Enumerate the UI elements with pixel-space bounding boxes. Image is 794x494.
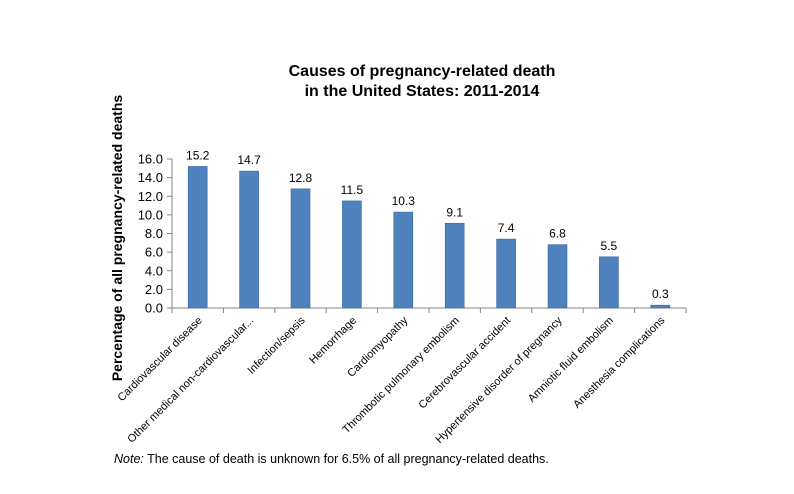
bar [239,170,259,309]
footnote-text: The cause of death is unknown for 6.5% o… [143,452,549,466]
y-tick-label: 2.0 [145,282,163,297]
plot-area: 0.0 2.0 4.0 6.0 8.0 10.0 12.0 14.0 16.0 15.2 Cardi… [115,148,687,446]
y-tick-label: 6.0 [145,245,163,260]
chart-title-line-2: in the United States: 2011-2014 [305,83,540,100]
x-tick-label: Cerebrovascular accident [417,315,514,412]
bar [599,256,619,309]
x-tick-label: Cardiovascular disease [115,315,204,404]
bar [444,222,465,309]
data-label: 14.7 [237,153,261,167]
x-tick-label: Hemorrhage [307,315,359,367]
bar [342,200,362,309]
footnote: Note: The cause of death is unknown for … [114,452,549,466]
data-label: 10.3 [392,194,416,208]
bar [547,244,568,309]
data-label: 11.5 [341,183,364,197]
data-label: 0.3 [652,287,669,301]
data-label: 7.4 [498,221,515,235]
x-tick-label: Anesthesia complications [571,314,668,411]
footnote-label: Note: [114,452,144,466]
data-label: 9.1 [446,205,463,219]
bar [393,211,414,309]
y-tick-label: 4.0 [145,263,163,278]
y-tick-label: 8.0 [145,226,163,241]
data-label: 15.2 [186,148,210,162]
chart-title-line-1: Causes of pregnancy-related death [289,63,556,80]
bar [290,188,311,309]
y-axis-label: Percentage of all pregnancy-related deat… [109,95,125,382]
y-tick-label: 16.0 [138,152,163,167]
y-tick-label: 0.0 [145,301,163,316]
y-tick-label: 12.0 [138,189,163,204]
y-tick-label: 14.0 [138,170,163,185]
x-tick-label: Amniotic fluid embolism [526,315,616,405]
y-tick-label: 10.0 [138,207,163,222]
bar [496,238,516,309]
data-label: 12.8 [289,171,313,185]
bar [650,304,671,309]
data-label: 5.5 [601,239,618,253]
data-label: 6.8 [549,227,566,241]
bar [187,166,208,309]
